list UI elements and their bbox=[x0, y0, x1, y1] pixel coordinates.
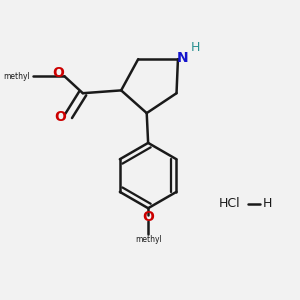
Text: O: O bbox=[54, 110, 66, 124]
Text: H: H bbox=[191, 41, 200, 54]
Text: O: O bbox=[52, 66, 64, 80]
Text: methyl: methyl bbox=[135, 235, 161, 244]
Text: H: H bbox=[263, 197, 272, 210]
Text: methyl: methyl bbox=[4, 72, 30, 81]
Text: HCl: HCl bbox=[219, 197, 241, 210]
Text: O: O bbox=[142, 210, 154, 224]
Text: N: N bbox=[177, 51, 189, 65]
